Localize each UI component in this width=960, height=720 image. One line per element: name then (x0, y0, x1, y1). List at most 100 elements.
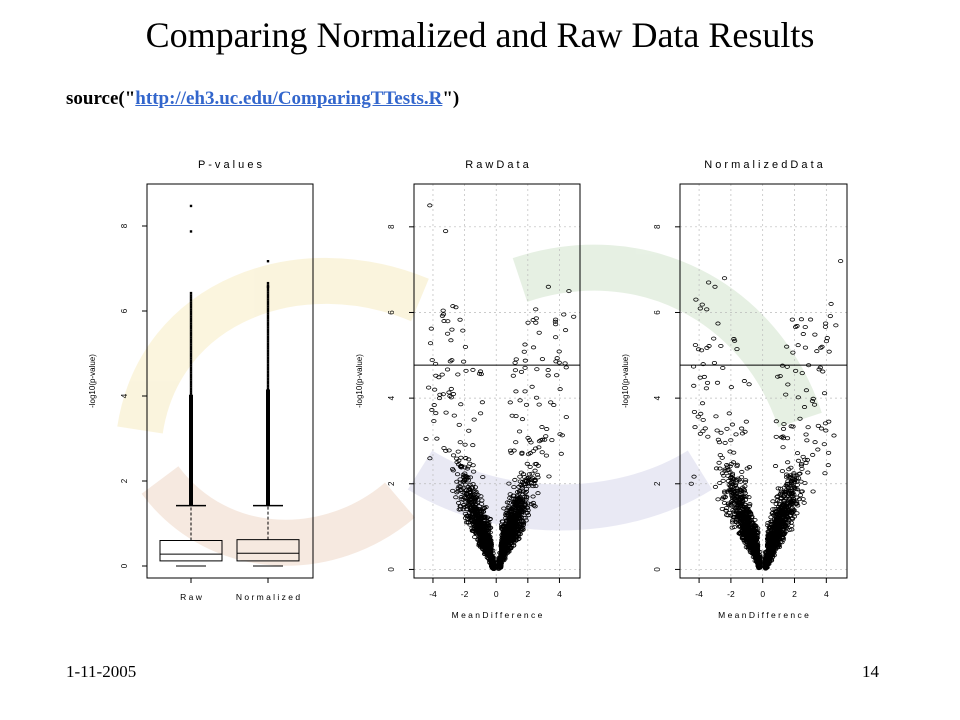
xtick-label: 0 (494, 589, 499, 599)
data-point (444, 331, 451, 336)
box-outlier (189, 298, 193, 302)
data-point (520, 525, 526, 530)
data-point (827, 314, 833, 319)
data-point (745, 543, 751, 548)
box-outlier (189, 305, 193, 309)
data-point (729, 422, 736, 427)
data-point (772, 464, 779, 469)
box-outlier (189, 345, 193, 349)
data-point (772, 530, 778, 535)
data-point (461, 479, 467, 484)
data-point (557, 387, 563, 392)
data-point (521, 349, 527, 354)
data-point (513, 357, 519, 362)
data-point (703, 386, 710, 391)
data-point (454, 490, 460, 495)
data-point (539, 357, 546, 362)
box-outlier (189, 390, 193, 393)
box-outlier (189, 354, 193, 358)
normalized-data-chart: N o r m a l i z e d D a t a M e a n D i f… (621, 159, 848, 620)
data-point (788, 492, 795, 497)
data-point (521, 507, 527, 512)
data-point (741, 494, 747, 499)
pvalues-ytick-label: 4 (120, 393, 129, 398)
chart-title: R a w D a t a (465, 159, 529, 171)
data-point (697, 431, 703, 436)
data-point (788, 465, 794, 470)
data-point (704, 307, 710, 312)
data-point (819, 344, 825, 349)
ytick-label: 8 (653, 224, 662, 229)
box-outliers-dense (189, 394, 193, 506)
data-point (715, 321, 721, 326)
data-point (753, 551, 759, 556)
data-point (796, 476, 802, 481)
data-point (821, 391, 828, 396)
data-point (444, 367, 451, 372)
data-point (733, 486, 739, 491)
data-point (799, 489, 805, 494)
data-point (469, 528, 475, 533)
data-point (803, 432, 809, 437)
slide-title: Comparing Normalized and Raw Data Result… (145, 15, 815, 55)
data-point (786, 481, 792, 486)
source-link[interactable]: http://eh3.uc.edu/ComparingTTests.R (135, 88, 443, 109)
box-outlier (189, 329, 193, 332)
data-point (784, 490, 790, 495)
data-point (545, 284, 551, 289)
data-point (509, 413, 515, 418)
data-point (825, 463, 831, 468)
data-point (457, 440, 463, 445)
box-outlier (266, 285, 270, 288)
xtick-label: -4 (695, 589, 703, 599)
data-point (534, 472, 541, 477)
box-outlier (266, 260, 270, 263)
data-point (804, 438, 810, 443)
data-point (467, 493, 474, 498)
data-point (775, 374, 781, 379)
data-point (450, 304, 456, 309)
data-point (543, 434, 549, 439)
data-point (470, 482, 476, 487)
box-outlier (189, 352, 193, 356)
data-point (506, 531, 512, 536)
data-point (739, 512, 745, 517)
data-point (711, 336, 717, 341)
data-point (721, 276, 728, 281)
pvalues-frame (146, 183, 314, 579)
data-point (789, 317, 795, 322)
box-outlier (266, 354, 270, 357)
data-point (427, 203, 433, 208)
data-point (508, 450, 514, 455)
data-point (722, 468, 728, 473)
data-point (536, 330, 542, 335)
data-point (742, 491, 748, 496)
pvalues-ytick-label: 6 (120, 308, 129, 313)
data-point (509, 526, 516, 531)
data-point (520, 527, 526, 532)
data-point (511, 485, 517, 490)
data-point (439, 372, 445, 377)
data-point (798, 463, 804, 468)
box-outlier (266, 300, 270, 304)
data-point (522, 502, 529, 507)
data-point (480, 545, 486, 550)
data-point (445, 319, 451, 324)
data-point (788, 424, 794, 429)
data-point (798, 317, 805, 322)
data-point (519, 417, 526, 422)
ytick-label: 8 (387, 224, 396, 229)
data-point (480, 523, 486, 528)
data-point (554, 356, 560, 361)
data-point (794, 495, 800, 500)
ytick-label: 4 (387, 395, 396, 400)
xtick-label: -2 (461, 589, 469, 599)
data-point (804, 457, 811, 462)
data-point (507, 495, 513, 500)
data-point (717, 466, 723, 471)
data-point (766, 544, 773, 549)
data-point (712, 484, 719, 489)
box-outlier (189, 392, 193, 395)
box-outlier (266, 389, 270, 392)
box-outlier (189, 310, 193, 313)
